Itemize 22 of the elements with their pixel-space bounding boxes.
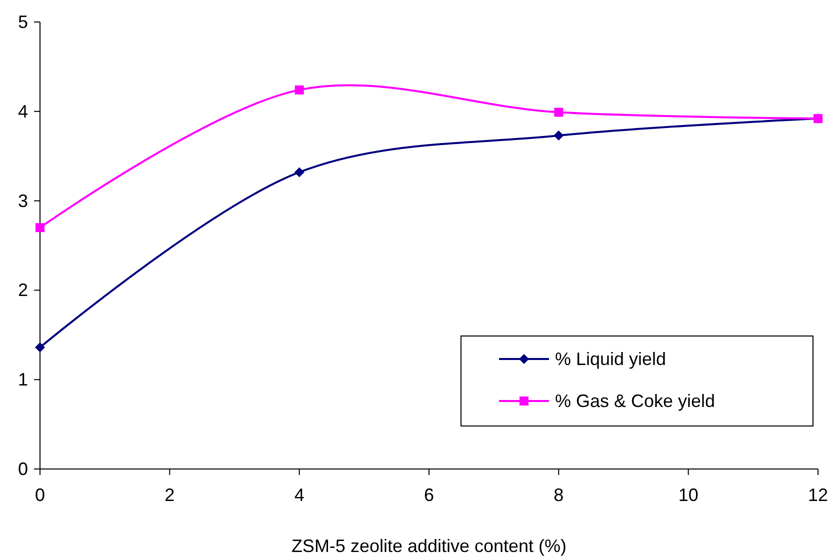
y-tick-label: 2 (18, 280, 28, 300)
x-axis-title: ZSM-5 zeolite additive content (%) (291, 536, 567, 556)
x-tick-label: 8 (554, 485, 564, 505)
point (294, 85, 304, 94)
x-tick-label: 2 (164, 485, 175, 505)
legend-label: % Liquid yield (555, 349, 666, 369)
point (35, 342, 45, 352)
y-tick-label: 3 (18, 190, 28, 211)
y-tick-label: 4 (18, 101, 28, 122)
y-tick-label: 1 (18, 370, 28, 390)
point (294, 167, 304, 178)
y-tick-label: 5 (18, 12, 28, 32)
x-tick-label: 6 (424, 485, 434, 505)
y-tick-label: 0 (18, 459, 28, 479)
x-tick-label: 0 (34, 485, 46, 505)
x-tick-label: 4 (294, 485, 304, 505)
x-tick-label: 12 (808, 485, 828, 505)
point (554, 108, 564, 117)
legend-label: % Gas & Coke yield (555, 391, 716, 411)
point (554, 130, 564, 141)
x-tick-label: 10 (678, 485, 698, 505)
point (36, 223, 44, 232)
